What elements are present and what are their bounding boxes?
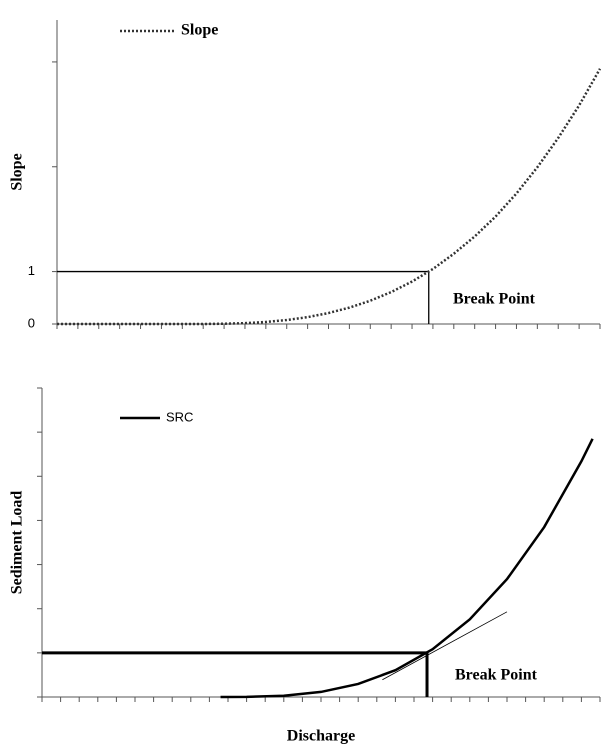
y-axis-label: Sediment Load: [9, 491, 26, 595]
y-axis-label: Slope: [9, 153, 26, 190]
legend-label: Slope: [181, 22, 218, 39]
break-label: Break Point: [453, 291, 536, 308]
y-tick-label: 0: [28, 315, 35, 330]
series-line: [57, 68, 602, 326]
y-tick-label: 1: [28, 263, 35, 278]
tangent: [382, 611, 508, 681]
x-axis-label: Discharge: [287, 728, 355, 745]
series-line: [220, 438, 594, 699]
break-label: Break Point: [455, 667, 538, 684]
legend-label: SRC: [166, 409, 193, 424]
